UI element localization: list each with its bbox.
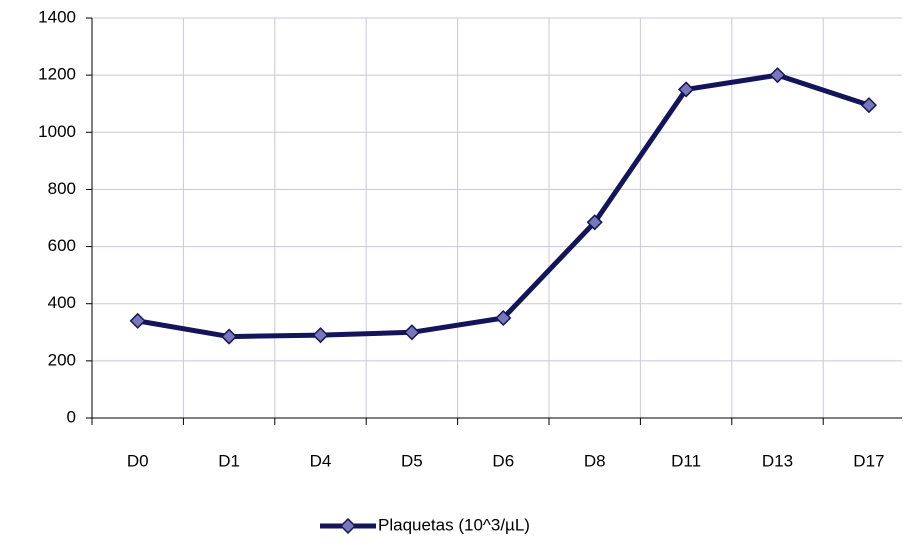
point-marker: [403, 324, 420, 341]
x-tick-label: D6: [492, 451, 514, 470]
point-marker: [586, 214, 603, 231]
legend: Plaquetas (10^3/µL): [320, 515, 530, 534]
legend-label: Plaquetas (10^3/µL): [378, 515, 530, 534]
point-marker: [860, 97, 877, 114]
y-tick-label: 1400: [38, 7, 76, 26]
series-line: [137, 72, 870, 340]
point-marker: [312, 327, 329, 344]
point-marker: [129, 312, 146, 329]
y-tick-label: 600: [48, 236, 76, 255]
legend-marker: [339, 517, 357, 535]
x-tick-label: D5: [401, 451, 423, 470]
point-marker: [769, 67, 786, 84]
x-tick-label: D0: [127, 451, 149, 470]
x-tick-label: D8: [584, 451, 606, 470]
y-tick-label: 800: [48, 179, 76, 198]
point-marker: [221, 328, 238, 345]
y-tick-label: 200: [48, 350, 76, 369]
y-tick-label: 0: [67, 407, 76, 426]
x-tick-label: D11: [671, 451, 701, 470]
point-marker: [678, 81, 695, 98]
x-tick-label: D4: [310, 451, 332, 470]
point-marker: [495, 309, 512, 327]
x-tick-label: D17: [853, 451, 884, 470]
x-tick-label: D13: [762, 451, 793, 470]
y-tick-label: 1200: [38, 65, 76, 84]
y-tick-label: 1000: [38, 122, 76, 141]
y-tick-label: 400: [48, 293, 76, 312]
x-tick-label: D1: [218, 451, 240, 470]
